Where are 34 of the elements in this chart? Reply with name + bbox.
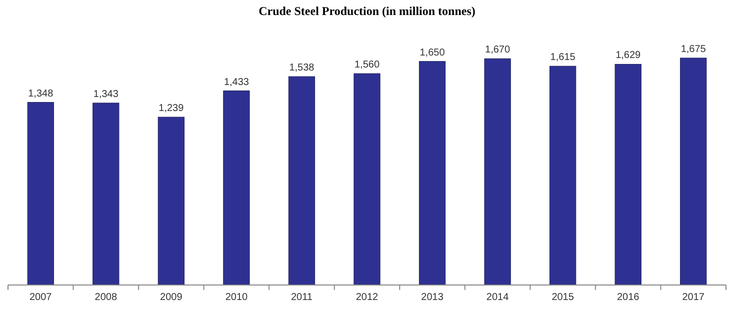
x-tick-label: 2015 [552,292,574,303]
bar [27,102,54,286]
data-label: 1,629 [616,50,642,62]
data-label: 1,560 [354,60,380,71]
bar [484,58,511,286]
x-tick-label: 2016 [616,292,640,303]
x-tick-label: 2010 [225,292,248,303]
bar [223,90,250,286]
x-tick-label: 2009 [160,292,183,303]
bar [158,116,184,286]
x-tick-label: 2013 [421,292,444,303]
x-tick-label: 2011 [290,292,313,303]
bar [680,58,707,286]
bar [550,66,576,286]
bar [92,102,120,286]
x-tick-label: 2014 [486,292,510,303]
data-label: 1,343 [93,88,119,100]
bar [354,73,380,286]
bar [614,64,642,286]
data-label: 1,675 [680,44,706,55]
data-label: 1,615 [550,52,576,64]
data-label: 1,650 [420,47,446,58]
x-tick-label: 2008 [94,292,118,303]
data-label: 1,348 [28,88,54,100]
x-tick-label: 2007 [30,292,52,303]
x-tick-label: 2017 [682,292,705,303]
data-label: 1,538 [289,62,315,74]
x-tick-label: 2012 [356,292,379,303]
bar [288,76,316,286]
data-label: 1,433 [224,76,250,88]
data-label: 1,670 [485,44,510,56]
chart-title: Crude Steel Production (in million tonnes) [258,4,476,18]
bar [418,61,446,286]
data-label: 1,239 [158,103,184,114]
